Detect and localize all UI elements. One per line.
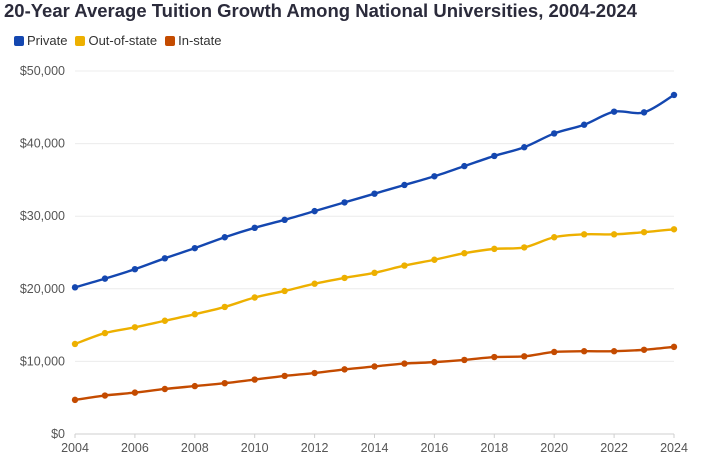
- data-point-private[interactable]: [461, 162, 468, 170]
- legend: Private Out-of-state In-state: [14, 33, 221, 48]
- data-point-out-of-state[interactable]: [431, 256, 438, 263]
- data-point-private[interactable]: [221, 234, 228, 241]
- data-point-private[interactable]: [521, 144, 528, 151]
- data-point-out-of-state[interactable]: [311, 280, 318, 287]
- data-point-out-of-state[interactable]: [580, 231, 588, 238]
- x-tick-label: 2012: [301, 441, 329, 455]
- x-tick-label: 2020: [540, 441, 568, 455]
- data-point-private[interactable]: [371, 190, 378, 197]
- data-point-private[interactable]: [161, 255, 169, 262]
- legend-label-out-of-state: Out-of-state: [88, 33, 158, 48]
- data-point-out-of-state[interactable]: [101, 329, 109, 337]
- data-point-out-of-state[interactable]: [551, 234, 558, 241]
- data-point-private[interactable]: [580, 121, 588, 128]
- legend-item-in-state[interactable]: In-state: [165, 33, 221, 48]
- data-point-in-state[interactable]: [491, 353, 498, 361]
- data-point-in-state[interactable]: [401, 360, 408, 367]
- data-point-in-state[interactable]: [71, 396, 79, 404]
- data-point-private[interactable]: [551, 130, 558, 137]
- x-tick-label: 2004: [61, 441, 89, 455]
- data-point-in-state[interactable]: [431, 358, 438, 366]
- data-point-private[interactable]: [341, 199, 348, 206]
- y-tick-label: $50,000: [20, 64, 65, 78]
- data-point-out-of-state[interactable]: [161, 317, 169, 324]
- data-point-out-of-state[interactable]: [491, 245, 498, 253]
- legend-swatch-private: [14, 35, 24, 46]
- data-point-private[interactable]: [131, 265, 139, 273]
- data-point-private[interactable]: [311, 207, 318, 215]
- legend-label-in-state: In-state: [178, 33, 222, 48]
- legend-item-out-of-state[interactable]: Out-of-state: [75, 33, 157, 48]
- y-tick-label: $0: [51, 427, 65, 441]
- data-point-in-state[interactable]: [191, 382, 198, 390]
- data-point-out-of-state[interactable]: [461, 250, 468, 257]
- data-point-private[interactable]: [191, 244, 198, 252]
- data-point-out-of-state[interactable]: [281, 287, 288, 295]
- data-point-private[interactable]: [640, 109, 648, 116]
- data-point-in-state[interactable]: [670, 343, 678, 351]
- data-point-out-of-state[interactable]: [191, 311, 198, 318]
- data-point-in-state[interactable]: [101, 392, 109, 399]
- data-point-out-of-state[interactable]: [341, 274, 348, 282]
- data-point-out-of-state[interactable]: [640, 228, 648, 236]
- data-point-private[interactable]: [491, 152, 498, 160]
- data-point-in-state[interactable]: [371, 363, 378, 370]
- legend-swatch-in-state: [165, 35, 176, 46]
- data-point-private[interactable]: [670, 91, 678, 99]
- x-tick-label: 2022: [600, 441, 628, 455]
- series-line-out-of-state[interactable]: [74, 228, 675, 346]
- data-point-out-of-state[interactable]: [221, 303, 228, 311]
- data-point-private[interactable]: [251, 224, 258, 232]
- data-point-out-of-state[interactable]: [131, 324, 139, 331]
- x-tick-label: 2016: [420, 441, 448, 455]
- data-point-out-of-state[interactable]: [371, 269, 378, 277]
- data-point-in-state[interactable]: [281, 372, 288, 380]
- data-point-in-state[interactable]: [341, 366, 348, 373]
- data-point-out-of-state[interactable]: [71, 340, 79, 348]
- x-tick-label: 2008: [181, 441, 209, 455]
- y-tick-label: $10,000: [20, 354, 65, 368]
- y-tick-label: $30,000: [20, 209, 65, 223]
- data-point-out-of-state[interactable]: [610, 231, 618, 238]
- data-point-out-of-state[interactable]: [401, 262, 408, 269]
- y-tick-label: $40,000: [20, 137, 65, 151]
- chart-title: 20-Year Average Tuition Growth Among Nat…: [4, 0, 637, 21]
- data-point-private[interactable]: [401, 181, 408, 189]
- data-point-in-state[interactable]: [311, 369, 318, 377]
- data-point-in-state[interactable]: [610, 348, 618, 355]
- data-point-in-state[interactable]: [221, 379, 228, 387]
- data-point-in-state[interactable]: [461, 356, 468, 364]
- legend-label-private: Private: [27, 33, 68, 48]
- data-point-private[interactable]: [281, 216, 288, 224]
- x-tick-label: 2024: [660, 441, 688, 455]
- data-point-out-of-state[interactable]: [251, 294, 258, 301]
- x-tick-label: 2006: [121, 441, 149, 455]
- data-point-private[interactable]: [101, 275, 109, 282]
- data-point-private[interactable]: [71, 284, 79, 291]
- data-point-in-state[interactable]: [521, 353, 528, 360]
- data-point-out-of-state[interactable]: [521, 244, 528, 251]
- x-tick-label: 2010: [241, 441, 269, 455]
- legend-item-private[interactable]: Private: [14, 33, 67, 48]
- data-point-in-state[interactable]: [580, 348, 588, 355]
- data-point-in-state[interactable]: [161, 385, 169, 393]
- legend-swatch-out-of-state: [75, 35, 86, 46]
- data-point-private[interactable]: [610, 108, 618, 115]
- data-point-in-state[interactable]: [131, 389, 139, 396]
- data-point-private[interactable]: [431, 173, 438, 180]
- x-tick-label: 2018: [480, 441, 508, 455]
- data-point-out-of-state[interactable]: [670, 226, 678, 233]
- data-point-in-state[interactable]: [640, 346, 648, 353]
- y-tick-label: $20,000: [20, 282, 65, 296]
- data-point-in-state[interactable]: [251, 376, 258, 383]
- x-tick-label: 2014: [361, 441, 389, 455]
- data-point-in-state[interactable]: [551, 348, 558, 356]
